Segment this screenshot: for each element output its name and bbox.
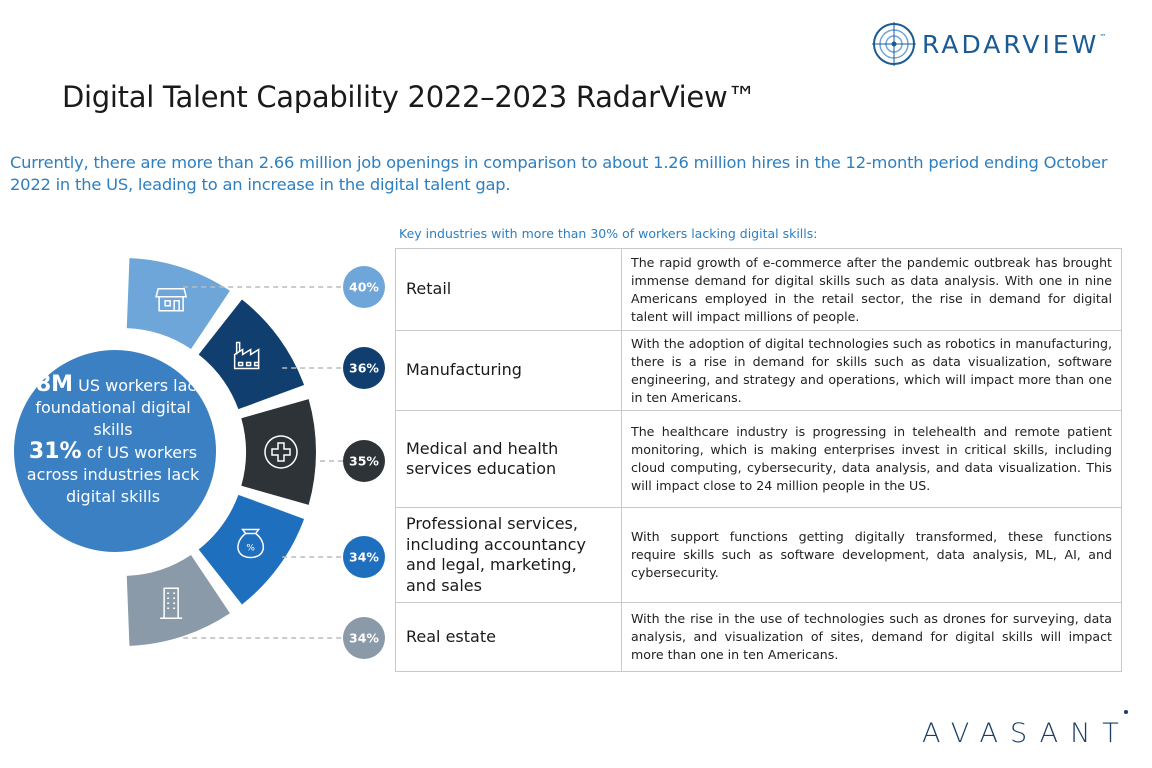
radarview-logo: RADARVIEW ™ [872, 22, 1106, 66]
table-row: Real estate With the rise in the use of t… [395, 602, 1122, 672]
medical-cross-icon [264, 435, 298, 469]
intro-text: Currently, there are more than 2.66 mill… [10, 153, 1108, 194]
factory-icon [233, 341, 260, 370]
avasant-logo-dot [1124, 710, 1128, 714]
industry-name: Real estate [395, 602, 622, 672]
page-title: Digital Talent Capability 2022–2023 Rada… [62, 80, 757, 114]
percent-badge-label: 35% [349, 454, 379, 469]
percent-badge-label: 36% [349, 361, 379, 376]
percent-badge-label: 34% [349, 550, 379, 565]
donut-segment-professional [198, 494, 305, 605]
table-row: Professional services, including account… [395, 507, 1122, 603]
center-stats: 48M US workers lack foundational digital… [20, 372, 206, 507]
avasant-logo: AVASANT [922, 718, 1131, 749]
industry-description: The healthcare industry is progressing i… [621, 410, 1122, 508]
percent-badge [343, 266, 385, 308]
industries-table: Retail The rapid growth of e-commerce aft… [395, 248, 1122, 672]
industry-name: Retail [395, 248, 622, 331]
industry-name: Professional services, including account… [395, 507, 622, 603]
donut-segment-retail [126, 258, 230, 349]
industry-name: Medical and health services education [395, 410, 622, 508]
industry-donut: 40% 36% 35%% 34% 34% [14, 258, 385, 659]
table-caption: Key industries with more than 30% of wor… [399, 226, 818, 241]
percent-badge-label: 34% [349, 631, 379, 646]
percent-badge [343, 440, 385, 482]
donut-segment-medical [241, 399, 316, 505]
industry-description: The rapid growth of e-commerce after the… [621, 248, 1122, 331]
percent-badge-label: 40% [349, 280, 379, 295]
table-row: Retail The rapid growth of e-commerce aft… [395, 248, 1122, 331]
table-row: Manufacturing With the adoption of digita… [395, 330, 1122, 411]
table-row: Medical and health services education The… [395, 410, 1122, 508]
percent-badge [343, 347, 385, 389]
industry-description: With the adoption of digital technologie… [621, 330, 1122, 411]
radar-icon [872, 22, 916, 66]
building-icon [160, 587, 183, 619]
center-circle [14, 350, 216, 552]
percent-badge [343, 617, 385, 659]
percent-glyph: % [246, 543, 255, 553]
industry-description: With support functions getting digitally… [621, 507, 1122, 603]
store-icon [155, 288, 188, 312]
percent-badge [343, 536, 385, 578]
industry-name: Manufacturing [395, 330, 622, 411]
money-bag-icon [237, 528, 265, 559]
industry-description: With the rise in the use of technologies… [621, 602, 1122, 672]
